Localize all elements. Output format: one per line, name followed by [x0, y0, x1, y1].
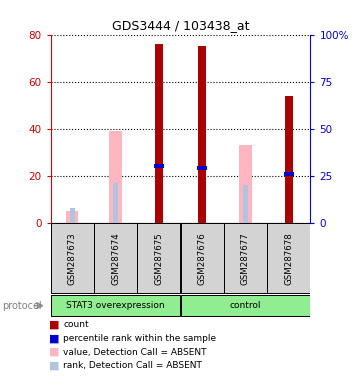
Bar: [181, 223, 223, 293]
Bar: [70, 208, 75, 223]
Bar: [268, 223, 310, 293]
Bar: [224, 223, 267, 293]
Text: protocol: protocol: [2, 301, 42, 311]
Bar: [51, 223, 93, 293]
Text: ■: ■: [49, 347, 59, 357]
Text: ■: ■: [49, 319, 59, 329]
Bar: [66, 211, 78, 223]
Bar: [286, 176, 291, 223]
Text: GSM287675: GSM287675: [155, 232, 163, 285]
Text: ■: ■: [49, 333, 59, 343]
Bar: [113, 183, 118, 223]
Bar: [181, 295, 310, 316]
Bar: [154, 164, 164, 169]
Bar: [243, 185, 248, 223]
Text: ■: ■: [49, 361, 59, 371]
Bar: [94, 223, 137, 293]
Bar: [51, 295, 180, 316]
Text: count: count: [63, 320, 89, 329]
Text: percentile rank within the sample: percentile rank within the sample: [63, 334, 216, 343]
Text: GSM287678: GSM287678: [284, 232, 293, 285]
Bar: [197, 166, 207, 170]
Title: GDS3444 / 103438_at: GDS3444 / 103438_at: [112, 19, 249, 32]
Bar: [155, 44, 163, 223]
Bar: [109, 131, 122, 223]
Text: control: control: [230, 301, 261, 310]
Text: GSM287676: GSM287676: [198, 232, 206, 285]
Text: rank, Detection Call = ABSENT: rank, Detection Call = ABSENT: [63, 361, 202, 371]
Text: GSM287677: GSM287677: [241, 232, 250, 285]
Bar: [239, 145, 252, 223]
Bar: [285, 96, 293, 223]
Text: GSM287673: GSM287673: [68, 232, 77, 285]
Text: STAT3 overexpression: STAT3 overexpression: [66, 301, 165, 310]
Bar: [284, 172, 294, 176]
Bar: [198, 46, 206, 223]
Text: value, Detection Call = ABSENT: value, Detection Call = ABSENT: [63, 348, 207, 357]
Bar: [138, 223, 180, 293]
Text: GSM287674: GSM287674: [111, 232, 120, 285]
